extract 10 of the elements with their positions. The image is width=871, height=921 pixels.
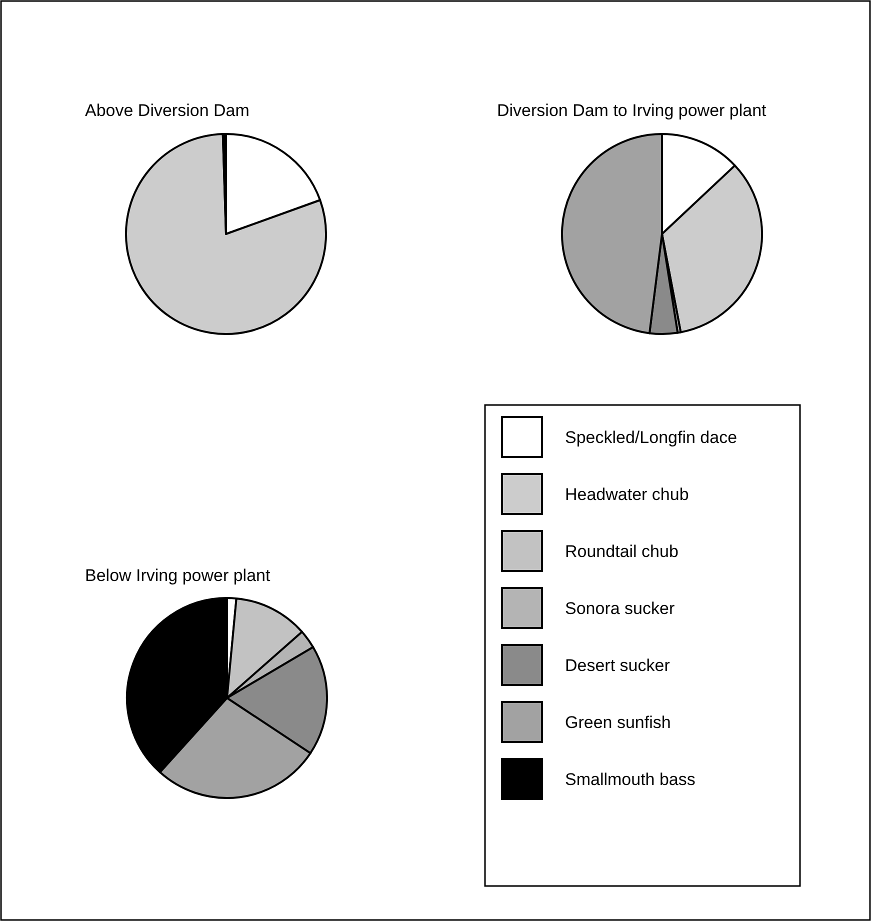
legend-label: Green sunfish (565, 713, 671, 732)
text: Below Irving power plant (85, 566, 270, 585)
chart-title: Diversion Dam to Irving power plant (497, 101, 767, 120)
legend-label: Desert sucker (565, 656, 670, 675)
legend-label: Roundtail chub (565, 542, 678, 561)
legend-label: Headwater chub (565, 485, 689, 504)
legend-label: Smallmouth bass (565, 770, 696, 789)
chart-title: Above Diversion Dam (85, 101, 250, 120)
legend-label: Speckled/Longfin dace (565, 428, 738, 447)
legend-label: Sonora sucker (565, 599, 675, 618)
